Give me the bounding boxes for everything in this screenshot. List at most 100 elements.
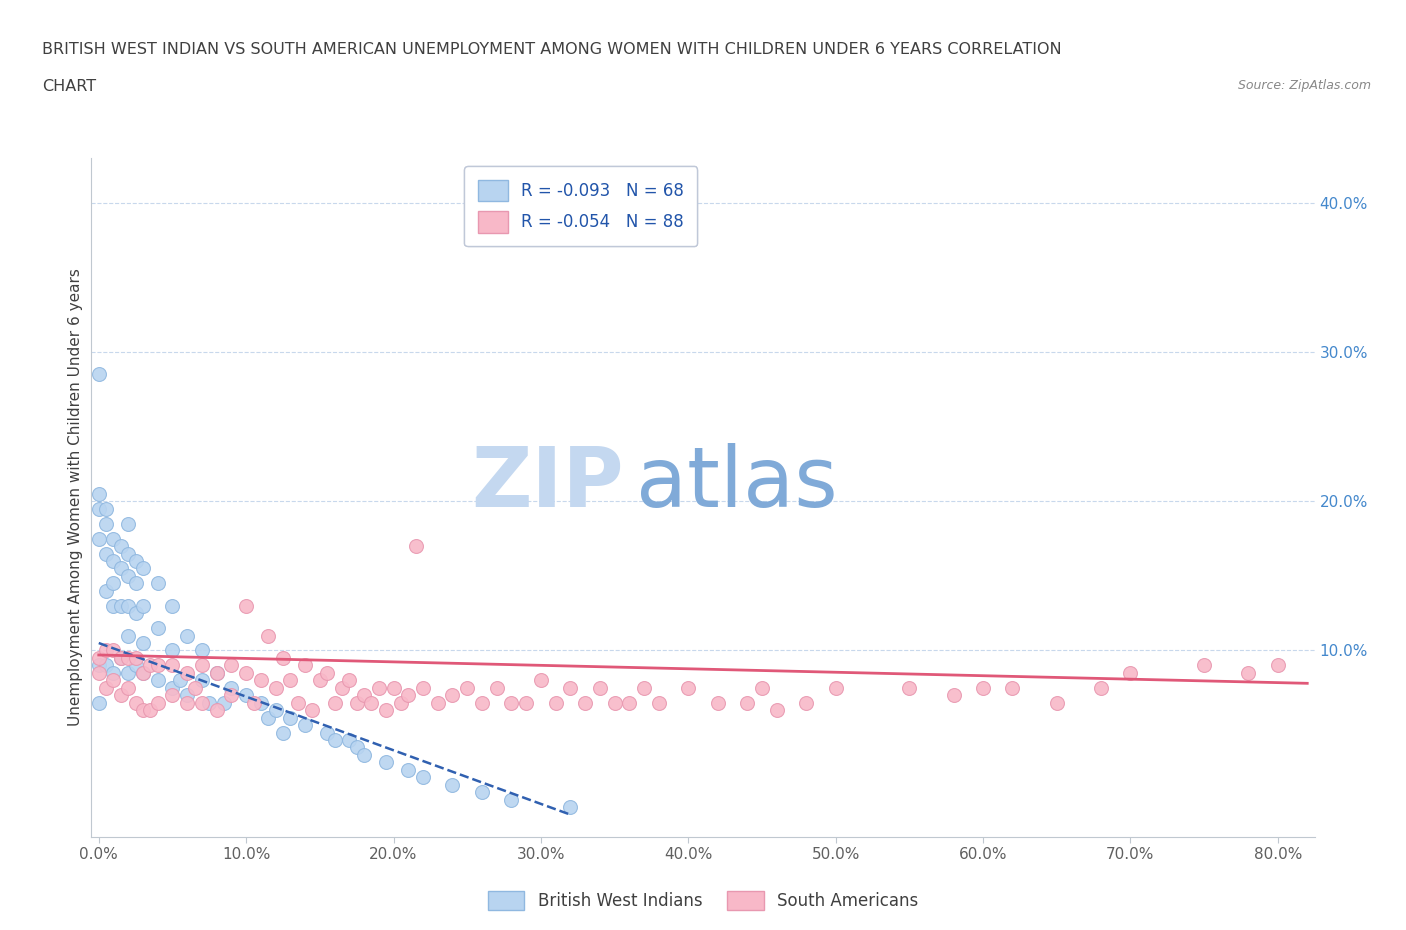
Point xyxy=(264,703,287,718)
Text: CHART: CHART xyxy=(42,79,96,94)
Point xyxy=(382,681,405,696)
Point xyxy=(1267,658,1289,672)
Point xyxy=(146,673,169,688)
Point xyxy=(87,367,110,382)
Point xyxy=(633,681,655,696)
Point xyxy=(619,696,641,711)
Point xyxy=(146,620,169,635)
Point xyxy=(124,658,146,672)
Point xyxy=(110,650,132,665)
Point xyxy=(132,666,155,681)
Point xyxy=(221,688,243,703)
Point xyxy=(132,561,155,576)
Point xyxy=(205,666,228,681)
Point xyxy=(94,681,117,696)
Point xyxy=(117,568,139,583)
Point xyxy=(301,703,323,718)
Point xyxy=(323,733,346,748)
Point xyxy=(471,696,494,711)
Point xyxy=(367,681,389,696)
Point xyxy=(515,696,537,711)
Point xyxy=(94,643,117,658)
Point xyxy=(603,696,626,711)
Point xyxy=(972,681,994,696)
Point xyxy=(87,696,110,711)
Point xyxy=(162,598,184,613)
Point xyxy=(110,688,132,703)
Point xyxy=(146,576,169,591)
Point xyxy=(294,658,316,672)
Point xyxy=(103,643,125,658)
Point xyxy=(530,673,553,688)
Point xyxy=(103,576,125,591)
Point xyxy=(132,703,155,718)
Legend: R = -0.093   N = 68, R = -0.054   N = 88: R = -0.093 N = 68, R = -0.054 N = 88 xyxy=(464,166,697,246)
Point xyxy=(441,688,464,703)
Point xyxy=(162,643,184,658)
Point xyxy=(146,658,169,672)
Point xyxy=(396,763,419,777)
Point xyxy=(242,696,264,711)
Point xyxy=(544,696,567,711)
Point xyxy=(94,583,117,598)
Point xyxy=(87,666,110,681)
Point xyxy=(574,696,596,711)
Point xyxy=(898,681,921,696)
Point xyxy=(103,598,125,613)
Point xyxy=(308,673,330,688)
Point xyxy=(103,666,125,681)
Point xyxy=(176,688,198,703)
Point xyxy=(110,650,132,665)
Point xyxy=(146,696,169,711)
Point xyxy=(162,658,184,672)
Point xyxy=(560,681,582,696)
Point xyxy=(162,681,184,696)
Point xyxy=(191,658,214,672)
Point xyxy=(221,681,243,696)
Point xyxy=(765,703,787,718)
Point xyxy=(103,553,125,568)
Point xyxy=(87,501,110,516)
Point xyxy=(110,538,132,553)
Point xyxy=(250,696,273,711)
Point xyxy=(169,673,191,688)
Point xyxy=(117,628,139,643)
Text: atlas: atlas xyxy=(636,444,838,525)
Point xyxy=(280,673,302,688)
Point xyxy=(706,696,728,711)
Point xyxy=(678,681,700,696)
Point xyxy=(323,696,346,711)
Point xyxy=(124,650,146,665)
Point xyxy=(162,688,184,703)
Point xyxy=(1119,666,1142,681)
Point xyxy=(124,605,146,620)
Point xyxy=(205,666,228,681)
Point xyxy=(110,561,132,576)
Point xyxy=(257,628,280,643)
Point xyxy=(405,538,427,553)
Point xyxy=(294,718,316,733)
Point xyxy=(132,598,155,613)
Point xyxy=(103,673,125,688)
Y-axis label: Unemployment Among Women with Children Under 6 years: Unemployment Among Women with Children U… xyxy=(67,269,83,726)
Point xyxy=(124,576,146,591)
Point xyxy=(501,696,523,711)
Point xyxy=(117,516,139,531)
Point xyxy=(1090,681,1112,696)
Point xyxy=(560,800,582,815)
Point xyxy=(412,770,434,785)
Point xyxy=(794,696,817,711)
Point xyxy=(389,696,412,711)
Point xyxy=(191,696,214,711)
Point xyxy=(456,681,478,696)
Point xyxy=(191,643,214,658)
Point xyxy=(501,792,523,807)
Point xyxy=(346,696,368,711)
Point xyxy=(271,725,294,740)
Point xyxy=(198,696,221,711)
Text: Source: ZipAtlas.com: Source: ZipAtlas.com xyxy=(1237,79,1371,92)
Point xyxy=(316,725,339,740)
Point xyxy=(337,673,360,688)
Point xyxy=(139,703,162,718)
Point xyxy=(1046,696,1069,711)
